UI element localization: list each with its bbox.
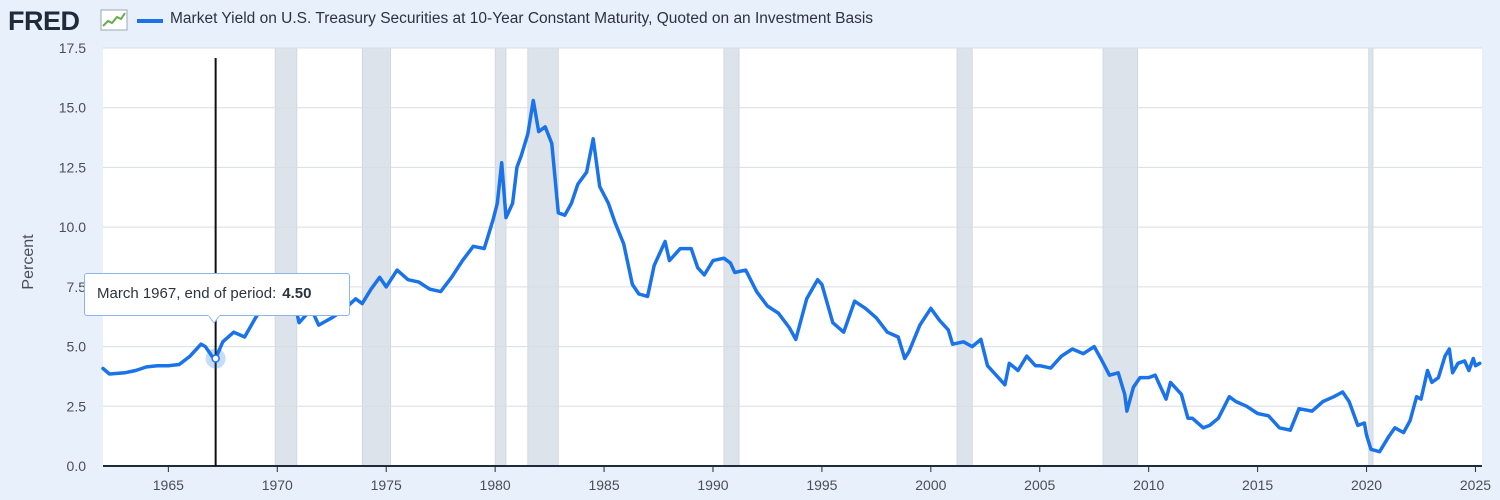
hover-tooltip: March 1967, end of period: 4.50: [84, 273, 350, 316]
x-tick-label: 1990: [697, 477, 728, 493]
tooltip-value: 4.50: [282, 285, 312, 302]
y-tick-label: 2.5: [67, 398, 87, 414]
y-tick-label: 10.0: [59, 219, 86, 235]
x-tick-label: 1995: [806, 477, 837, 493]
y-tick-label: 15.0: [59, 100, 86, 116]
y-tick-label: 5.0: [67, 339, 87, 355]
trend-line-icon: [100, 9, 128, 31]
y-tick-label: 12.5: [59, 159, 86, 175]
x-tick-label: 2000: [915, 477, 946, 493]
series-legend-label: Market Yield on U.S. Treasury Securities…: [170, 10, 874, 27]
x-tick-label: 2005: [1024, 477, 1055, 493]
x-tick-label: 1975: [371, 477, 402, 493]
recession-band: [1102, 47, 1139, 467]
y-axis-ticks: 0.0 2.5 5.0 7.5 10.0 12.5 15.0 17.5: [59, 40, 86, 474]
y-tick-label: 7.5: [67, 279, 87, 295]
recession-shading: [274, 47, 1374, 467]
x-tick-label: 1970: [262, 477, 293, 493]
tooltip-label: March 1967, end of period:: [97, 285, 277, 302]
series-line: [101, 98, 1482, 454]
x-tick-label: 1965: [153, 477, 184, 493]
recession-band: [1368, 47, 1374, 467]
x-tick-label: 2015: [1242, 477, 1273, 493]
plot-area[interactable]: [103, 48, 1482, 466]
recession-band: [494, 47, 507, 467]
hover-cursor: [205, 58, 226, 466]
y-tick-label: 0.0: [67, 458, 87, 474]
cursor-point: [211, 354, 220, 363]
chart-header: FRED Market Yield on U.S. Treasury Secur…: [0, 0, 1500, 42]
series-layer: [101, 98, 1482, 454]
y-tick-label: 17.5: [59, 40, 86, 56]
x-tick-label: 2020: [1351, 477, 1382, 493]
y-axis-title: Percent: [20, 234, 37, 290]
fred-logo: FRED: [8, 6, 80, 36]
x-axis-ticks: 1965 1970 1975 1980 1985 1990 1995 2000 2005 2010…: [153, 466, 1491, 493]
recession-band: [956, 47, 973, 467]
x-tick-label: 2010: [1133, 477, 1164, 493]
recession-band: [274, 47, 298, 467]
x-tick-label: 1985: [588, 477, 619, 493]
x-tick-label: 1980: [480, 477, 511, 493]
recession-band: [361, 47, 391, 467]
series-legend-swatch: [137, 19, 163, 23]
tooltip-pointer: [208, 315, 220, 323]
x-tick-label: 2025: [1460, 477, 1491, 493]
recession-band: [723, 47, 740, 467]
